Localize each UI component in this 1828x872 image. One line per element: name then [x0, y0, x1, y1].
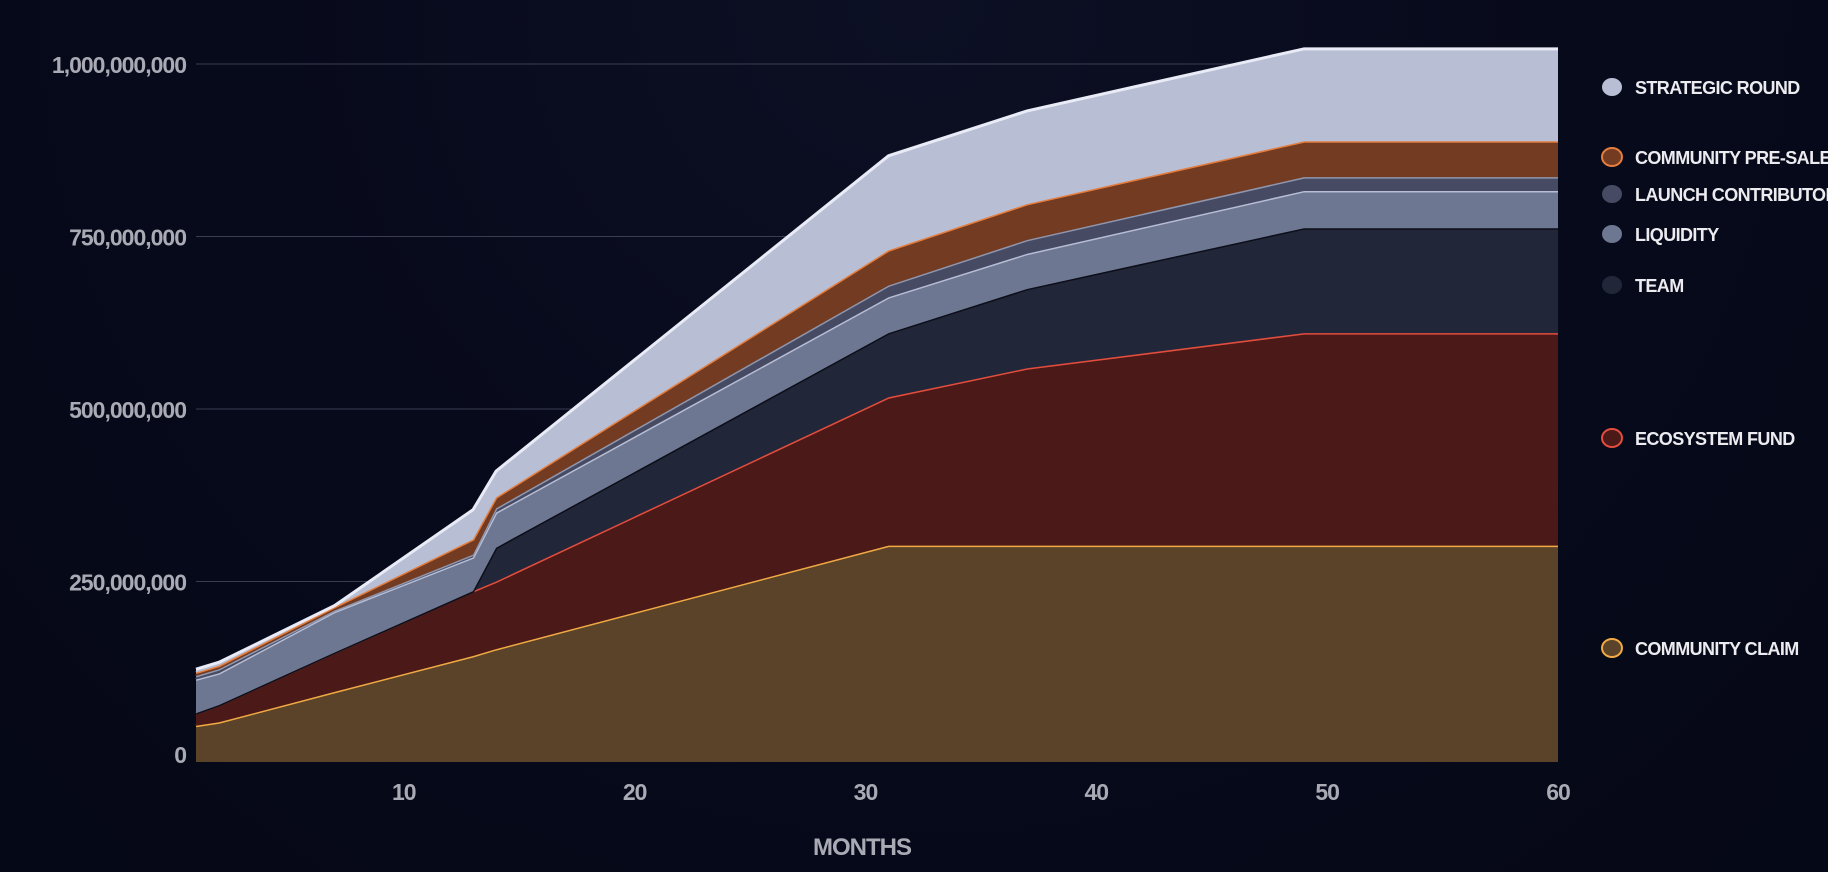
- x-axis-title: MONTHS: [813, 834, 912, 861]
- legend-label: LIQUIDITY: [1635, 225, 1719, 245]
- legend-item[interactable]: COMMUNITY PRE-SALE: [1601, 147, 1828, 168]
- legend-item[interactable]: COMMUNITY CLAIM: [1601, 638, 1799, 659]
- legend-label: LAUNCH CONTRIBUTORS: [1635, 185, 1828, 205]
- legend-label: TEAM: [1635, 276, 1684, 296]
- legend-item[interactable]: LIQUIDITY: [1602, 225, 1720, 245]
- area-community-claim: [196, 545, 1558, 762]
- y-tick-label: 0: [174, 742, 186, 768]
- y-axis-ticks: 0 250,000,000 500,000,000 750,000,000 1,000,…: [52, 52, 187, 768]
- y-tick-label: 1,000,000,000: [52, 52, 186, 78]
- legend-item[interactable]: TEAM: [1602, 276, 1684, 296]
- legend-marker-icon: [1602, 78, 1622, 96]
- legend-label: COMMUNITY CLAIM: [1635, 639, 1799, 659]
- line-launch-contributors: [195, 175, 1558, 678]
- x-tick-label: 20: [623, 779, 647, 805]
- legend: STRATEGIC ROUND COMMUNITY PRE-SALE LAUNCH …: [1601, 78, 1828, 659]
- legend-marker-icon: [1602, 225, 1622, 243]
- legend-label: STRATEGIC ROUND: [1635, 78, 1800, 98]
- stacked-areas: [195, 47, 1558, 762]
- y-tick-label: 500,000,000: [69, 397, 186, 423]
- y-tick-label: 250,000,000: [69, 570, 186, 596]
- x-axis-ticks: 10 20 30 40 50 60: [392, 779, 1571, 805]
- x-tick-label: 10: [392, 779, 416, 805]
- x-tick-label: 30: [854, 779, 878, 805]
- legend-item[interactable]: LAUNCH CONTRIBUTORS: [1602, 185, 1828, 205]
- legend-marker-icon: [1601, 147, 1623, 167]
- line-strategic-round: [195, 47, 1558, 671]
- legend-marker-icon: [1602, 185, 1622, 203]
- legend-item[interactable]: ECOSYSTEM FUND: [1601, 428, 1796, 449]
- legend-marker-icon: [1601, 638, 1623, 658]
- legend-marker-icon: [1602, 276, 1622, 294]
- line-team: [195, 226, 1558, 715]
- x-tick-label: 50: [1315, 779, 1339, 805]
- legend-item[interactable]: STRATEGIC ROUND: [1602, 78, 1801, 98]
- legend-label: ECOSYSTEM FUND: [1635, 429, 1795, 449]
- x-tick-label: 60: [1546, 779, 1570, 805]
- legend-label: COMMUNITY PRE-SALE: [1635, 148, 1828, 168]
- area-ecosystem-fund: [196, 333, 1558, 726]
- y-tick-label: 750,000,000: [69, 225, 186, 251]
- area-team: [196, 228, 1558, 714]
- legend-marker-icon: [1601, 428, 1623, 448]
- x-tick-label: 40: [1085, 779, 1109, 805]
- area-strategic-round: [196, 48, 1558, 673]
